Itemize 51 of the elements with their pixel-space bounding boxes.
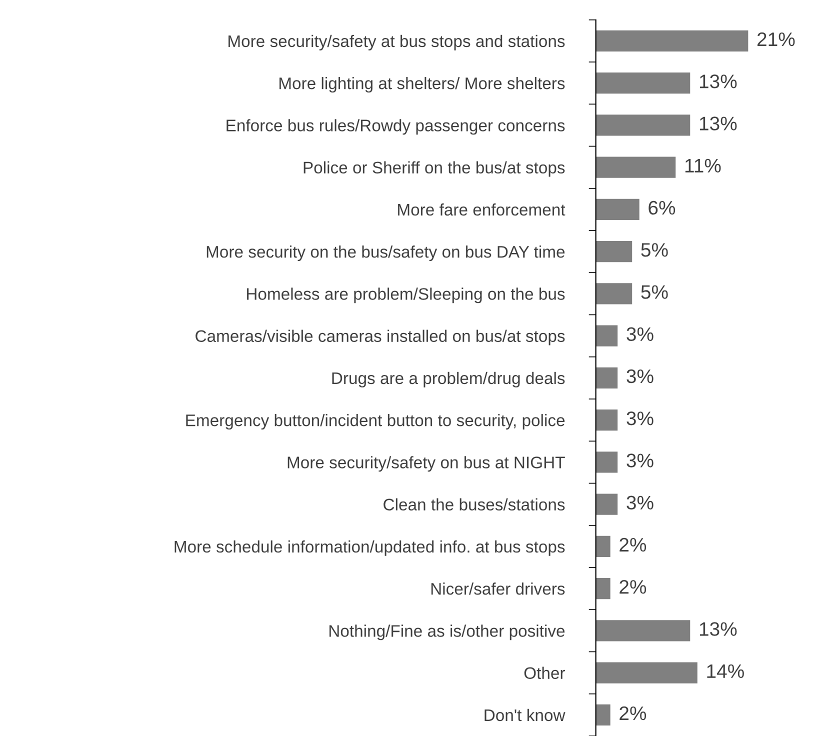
y-tick-label: Drugs are a problem/drug deals	[332, 372, 565, 388]
y-tick-label: Other	[524, 666, 565, 680]
bar	[596, 704, 610, 726]
bar	[596, 536, 610, 557]
y-tick-label: More security/safety at bus stops and stations	[228, 34, 565, 50]
y-tick-label: More schedule information/updated info. at bus stops	[174, 540, 565, 556]
data-label: 5%	[641, 285, 668, 299]
bar	[596, 156, 676, 178]
bar	[596, 198, 640, 220]
y-tick-label: Don't know	[484, 708, 566, 722]
bar	[596, 325, 618, 346]
y-tick-label: Homeless are problem/Sleeping on the bus	[247, 288, 565, 304]
bar	[596, 452, 618, 473]
data-label: 2%	[620, 538, 646, 552]
data-label: 21%	[757, 32, 795, 46]
bar	[596, 662, 698, 684]
bar	[596, 30, 748, 52]
bar	[596, 410, 618, 431]
y-tick-label: Clean the buses/stations	[384, 498, 565, 511]
data-label: 3%	[626, 454, 654, 468]
y-tick-label: More fare enforcement	[398, 203, 566, 216]
data-label: 13%	[700, 116, 737, 130]
y-tick-label: Emergency button/incident button to security, police	[186, 414, 565, 430]
data-label: 3%	[626, 327, 654, 342]
y-tick-label: Enforce bus rules/Rowdy passenger concerns	[226, 119, 565, 135]
data-label: 13%	[700, 74, 737, 88]
y-tick-label: More security/safety on bus at NIGHT	[288, 456, 565, 472]
data-label: 3%	[626, 369, 654, 384]
data-label: 14%	[707, 664, 744, 678]
data-label: 11%	[685, 158, 721, 172]
bar	[596, 494, 618, 515]
bar	[596, 114, 690, 136]
data-label: 5%	[641, 243, 668, 257]
bar	[596, 241, 632, 262]
y-tick-label: Nicer/safer drivers	[431, 582, 565, 595]
bar	[596, 283, 632, 304]
bar	[596, 620, 690, 642]
bar	[596, 72, 690, 94]
bar	[596, 367, 618, 388]
y-tick-label: Police or Sheriff on the bus/at stops	[304, 161, 565, 177]
bar	[596, 578, 610, 600]
data-label: 13%	[700, 622, 737, 636]
y-tick-label: More lighting at shelters/ More shelters	[280, 77, 565, 93]
y-tick-label: Cameras/visible cameras installed on bus/at stops	[196, 330, 565, 346]
y-tick-label: Nothing/Fine as is/other positive	[329, 624, 565, 640]
data-label: 3%	[626, 496, 654, 510]
data-label: 6%	[648, 200, 676, 215]
data-label: 2%	[620, 706, 646, 720]
data-label: 2%	[620, 580, 646, 594]
y-tick-label: More security on the bus/safety on bus DAY time	[206, 246, 565, 262]
data-label: 3%	[626, 412, 654, 426]
